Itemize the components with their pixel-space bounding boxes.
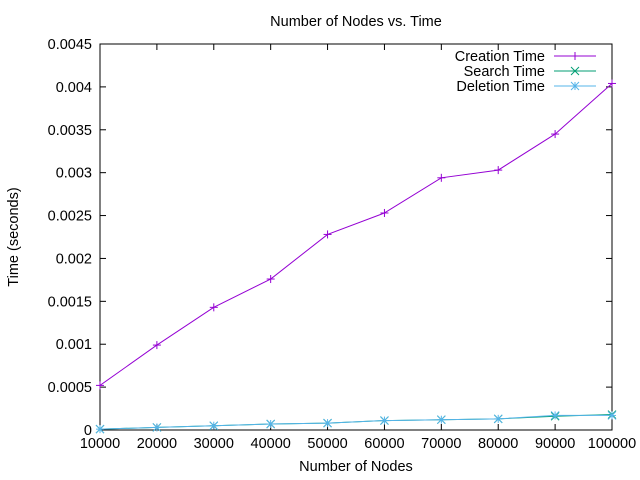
- x-tick-label: 60000: [364, 436, 404, 452]
- legend-label: Creation Time: [455, 49, 545, 65]
- y-tick-label: 0: [84, 423, 92, 439]
- y-tick-label: 0.0045: [48, 37, 92, 53]
- data-point: [152, 341, 161, 350]
- data-point: [570, 81, 580, 91]
- y-tick-label: 0.0035: [48, 123, 92, 139]
- series-line: [99, 414, 612, 430]
- data-point: [266, 275, 275, 284]
- data-point: [551, 130, 560, 139]
- data-point: [209, 421, 219, 431]
- data-point: [380, 208, 389, 217]
- legend-label: Search Time: [464, 64, 545, 80]
- x-tick-label: 70000: [421, 436, 461, 452]
- y-tick-label: 0.0015: [48, 294, 92, 310]
- series-deletion-time: [95, 411, 617, 434]
- axis-ticks: 10000 20000 30000 40000 50000 60000 70000 80000…: [48, 37, 637, 452]
- legend-item: Search Time: [464, 64, 596, 80]
- y-tick-label: 0.0005: [48, 380, 92, 396]
- data-point: [437, 173, 446, 182]
- x-axis-label: Number of Nodes: [299, 459, 413, 475]
- chart-title: Number of Nodes vs. Time: [270, 14, 442, 30]
- legend-label: Deletion Time: [456, 79, 545, 95]
- data-point: [550, 411, 560, 420]
- data-point: [571, 52, 579, 60]
- series-creation-time: [96, 79, 616, 390]
- x-tick-label: 30000: [194, 436, 234, 452]
- marker-stroke: [266, 419, 276, 429]
- x-tick-label: 20000: [137, 436, 177, 452]
- marker-stroke: [436, 415, 446, 425]
- x-tick-label: 50000: [307, 436, 347, 452]
- series-line: [99, 83, 613, 386]
- marker-stroke: [380, 416, 389, 425]
- data-point: [266, 419, 276, 429]
- data-point: [152, 423, 162, 432]
- data-point: [607, 411, 617, 420]
- marker-stroke: [95, 424, 105, 434]
- marker-stroke: [152, 423, 162, 432]
- x-tick-label: 100000: [588, 436, 636, 452]
- data-point: [96, 381, 104, 390]
- legend-item: Deletion Time: [456, 79, 596, 95]
- marker-stroke: [550, 411, 560, 420]
- x-tick-label: 80000: [478, 436, 518, 452]
- marker-stroke: [607, 411, 617, 420]
- data-point: [570, 66, 580, 76]
- data-point: [380, 416, 389, 425]
- y-tick-label: 0.003: [56, 166, 92, 182]
- data-point: [494, 166, 503, 175]
- plot-border: [99, 43, 613, 431]
- y-tick-label: 0.002: [56, 251, 92, 267]
- marker-stroke: [570, 66, 580, 76]
- series-layer: [95, 79, 617, 434]
- data-point: [323, 418, 332, 428]
- y-axis-label: Time (seconds): [6, 187, 22, 286]
- y-tick-label: 0.004: [56, 80, 92, 96]
- data-point: [493, 414, 503, 424]
- x-tick-label: 40000: [251, 436, 291, 452]
- data-point: [209, 303, 218, 312]
- x-tick-label: 90000: [535, 436, 575, 452]
- data-point: [436, 415, 446, 425]
- marker-stroke: [323, 418, 332, 428]
- legend-item: Creation Time: [455, 49, 596, 65]
- data-point: [323, 230, 332, 239]
- x-tick-label: 10000: [80, 436, 120, 452]
- marker-stroke: [570, 81, 580, 91]
- y-tick-label: 0.0025: [48, 209, 92, 225]
- plot-frame: [99, 43, 613, 431]
- data-point: [95, 424, 105, 434]
- y-tick-label: 0.001: [56, 337, 92, 353]
- marker-stroke: [209, 421, 219, 431]
- marker-stroke: [493, 414, 503, 424]
- data-point: [608, 79, 616, 88]
